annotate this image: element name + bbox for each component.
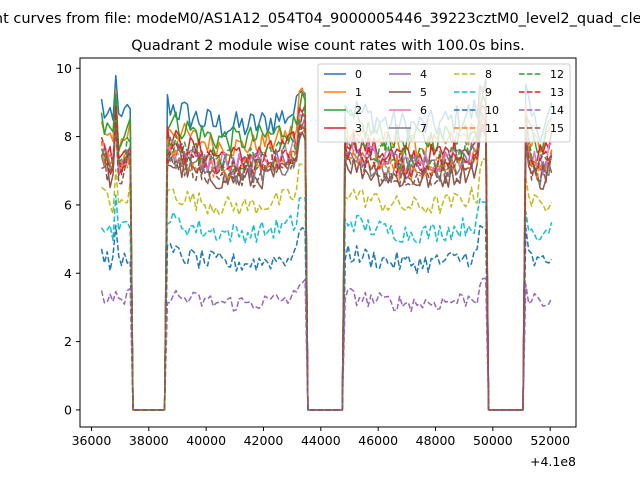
series-line-5 [101, 123, 553, 411]
x-tick-label: 50000 [473, 433, 513, 448]
axes-frame [79, 57, 577, 428]
series-line-8 [101, 157, 553, 411]
series-line-10 [100, 224, 553, 411]
series-line-7 [100, 122, 553, 411]
legend-box [317, 63, 571, 143]
x-axis: 36000 38000 40000 42000 44000 46000 48000 50000… [72, 427, 570, 448]
legend-label-4: 4 [420, 68, 427, 81]
legend-label-12: 12 [550, 68, 564, 81]
series-line-15 [101, 122, 552, 411]
y-tick-label: 6 [64, 197, 72, 212]
figure-suptitle: Light curves from file: modeM0/AS1A12_05… [0, 11, 640, 27]
y-tick-label: 4 [64, 266, 72, 281]
legend-label-9: 9 [485, 86, 492, 99]
y-tick-label: 0 [64, 402, 72, 417]
legend-label-5: 5 [420, 86, 427, 99]
series-line-11 [100, 116, 553, 411]
series-line-14 [100, 277, 553, 411]
x-tick-label: 42000 [244, 433, 284, 448]
legend-label-15: 15 [550, 122, 564, 135]
legend-label-8: 8 [485, 68, 492, 81]
legend-label-2: 2 [355, 104, 362, 117]
legend-label-1: 1 [355, 86, 362, 99]
x-tick-label: 44000 [301, 433, 341, 448]
legend-label-10: 10 [485, 104, 499, 117]
x-axis-offset-label: +4.1e8 [530, 454, 576, 469]
legend-label-0: 0 [355, 68, 362, 81]
y-tick-label: 10 [56, 61, 72, 76]
chart-title: Quadrant 2 module wise count rates with … [131, 38, 525, 54]
y-tick-label: 2 [64, 334, 72, 349]
x-tick-label: 36000 [72, 433, 112, 448]
plot-area [100, 74, 553, 411]
y-axis: 0 2 4 6 8 10 [56, 61, 80, 417]
x-tick-label: 46000 [358, 433, 398, 448]
legend-label-7: 7 [420, 122, 427, 135]
y-tick-label: 8 [64, 129, 72, 144]
legend-label-13: 13 [550, 86, 564, 99]
x-tick-label: 52000 [530, 433, 570, 448]
legend-label-14: 14 [550, 104, 564, 117]
legend-label-11: 11 [485, 122, 499, 135]
x-tick-label: 38000 [129, 433, 169, 448]
legend-label-6: 6 [420, 104, 427, 117]
x-tick-label: 48000 [416, 433, 456, 448]
legend-label-3: 3 [355, 122, 362, 135]
x-tick-label: 40000 [186, 433, 226, 448]
